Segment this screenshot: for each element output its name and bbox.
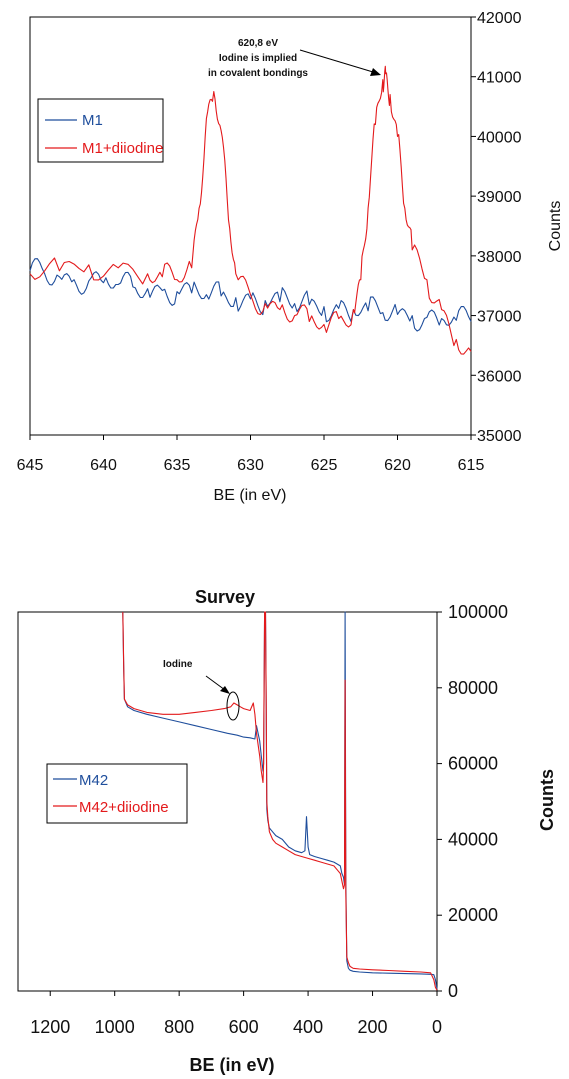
x-tick-label: 645	[17, 457, 44, 474]
legend-label-m42-diiodine: M42+diiodine	[79, 799, 169, 816]
series-group-2	[122, 611, 438, 991]
x-axis-title-2: BE (in eV)	[189, 1055, 274, 1075]
y-tick-label: 60000	[448, 754, 498, 774]
y-axis-2: 0 20000 40000 60000 80000 100000	[437, 602, 508, 1001]
x-tick-label: 0	[432, 1017, 442, 1037]
x-tick-label: 600	[229, 1017, 259, 1037]
annotation-iodine: Iodine	[163, 659, 193, 670]
legend-label-m1-diiodine: M1+diiodine	[82, 140, 163, 157]
legend-2: M42 M42+diiodine	[46, 763, 188, 824]
y-tick-label: 80000	[448, 678, 498, 698]
y-tick-label: 39000	[477, 189, 522, 206]
iodine-highlight-ellipse	[226, 691, 240, 721]
x-tick-label: 400	[293, 1017, 323, 1037]
x-tick-label: 1200	[30, 1017, 70, 1037]
annotation-line-3: in covalent bondings	[208, 68, 308, 79]
x-axis-2: 1200 1000 800 600 400 200 0	[30, 991, 442, 1037]
annotation-arrow-2	[205, 675, 230, 694]
series-line-m42	[122, 611, 438, 990]
chart-title-2: Survey	[195, 587, 255, 607]
y-tick-label: 41000	[477, 70, 522, 87]
x-tick-label: 640	[90, 457, 117, 474]
x-tick-label: 800	[164, 1017, 194, 1037]
x-tick-label: 620	[384, 457, 411, 474]
x-tick-label: 635	[164, 457, 191, 474]
plot-frame-2	[17, 611, 438, 992]
series-group-1	[29, 65, 472, 355]
legend-label-m42: M42	[79, 772, 108, 789]
y-tick-label: 36000	[477, 368, 522, 385]
legend-label-m1: M1	[82, 112, 103, 129]
x-tick-label: 200	[358, 1017, 388, 1037]
x-tick-label: 615	[458, 457, 485, 474]
x-tick-label: 1000	[95, 1017, 135, 1037]
y-axis-title-2: Counts	[537, 769, 557, 831]
y-tick-label: 42000	[477, 10, 522, 27]
legend-box-2	[46, 763, 188, 824]
y-axis-1: 35000 36000 37000 38000 39000 40000 41000 42000	[471, 10, 522, 445]
y-tick-label: 40000	[448, 829, 498, 849]
annotation-line-1: 620,8 eV	[238, 38, 278, 49]
series-line-m1	[29, 258, 472, 332]
legend-box-1	[37, 98, 164, 163]
legend-1: M1 M1+diiodine	[37, 98, 164, 163]
plot-frame-1	[29, 16, 472, 436]
y-tick-label: 35000	[477, 428, 522, 445]
y-tick-label: 38000	[477, 249, 522, 266]
series-line-m1-diiodine	[29, 65, 472, 355]
annotation-arrow-1	[299, 49, 381, 76]
y-tick-label: 37000	[477, 309, 522, 326]
series-line-m42-diiodine	[122, 611, 438, 991]
x-axis-title-1: BE (in eV)	[214, 487, 287, 504]
chart-survey: Survey 1200 1000 800 600 400 200 0 0 20000 40000…	[17, 587, 557, 1075]
y-tick-label: 0	[448, 981, 458, 1001]
x-tick-label: 625	[311, 457, 338, 474]
chart-cl-spectrum: 645 640 635 630 625 620 615 35000 36000 37000 380…	[17, 10, 564, 504]
y-tick-label: 40000	[477, 129, 522, 146]
x-tick-label: 630	[237, 457, 264, 474]
y-tick-label: 100000	[448, 602, 508, 622]
x-axis-1: 645 640 635 630 625 620 615	[17, 435, 485, 474]
annotation-line-2: Iodine is implied	[219, 53, 297, 64]
y-tick-label: 20000	[448, 905, 498, 925]
y-axis-title-1: Counts	[547, 201, 564, 252]
